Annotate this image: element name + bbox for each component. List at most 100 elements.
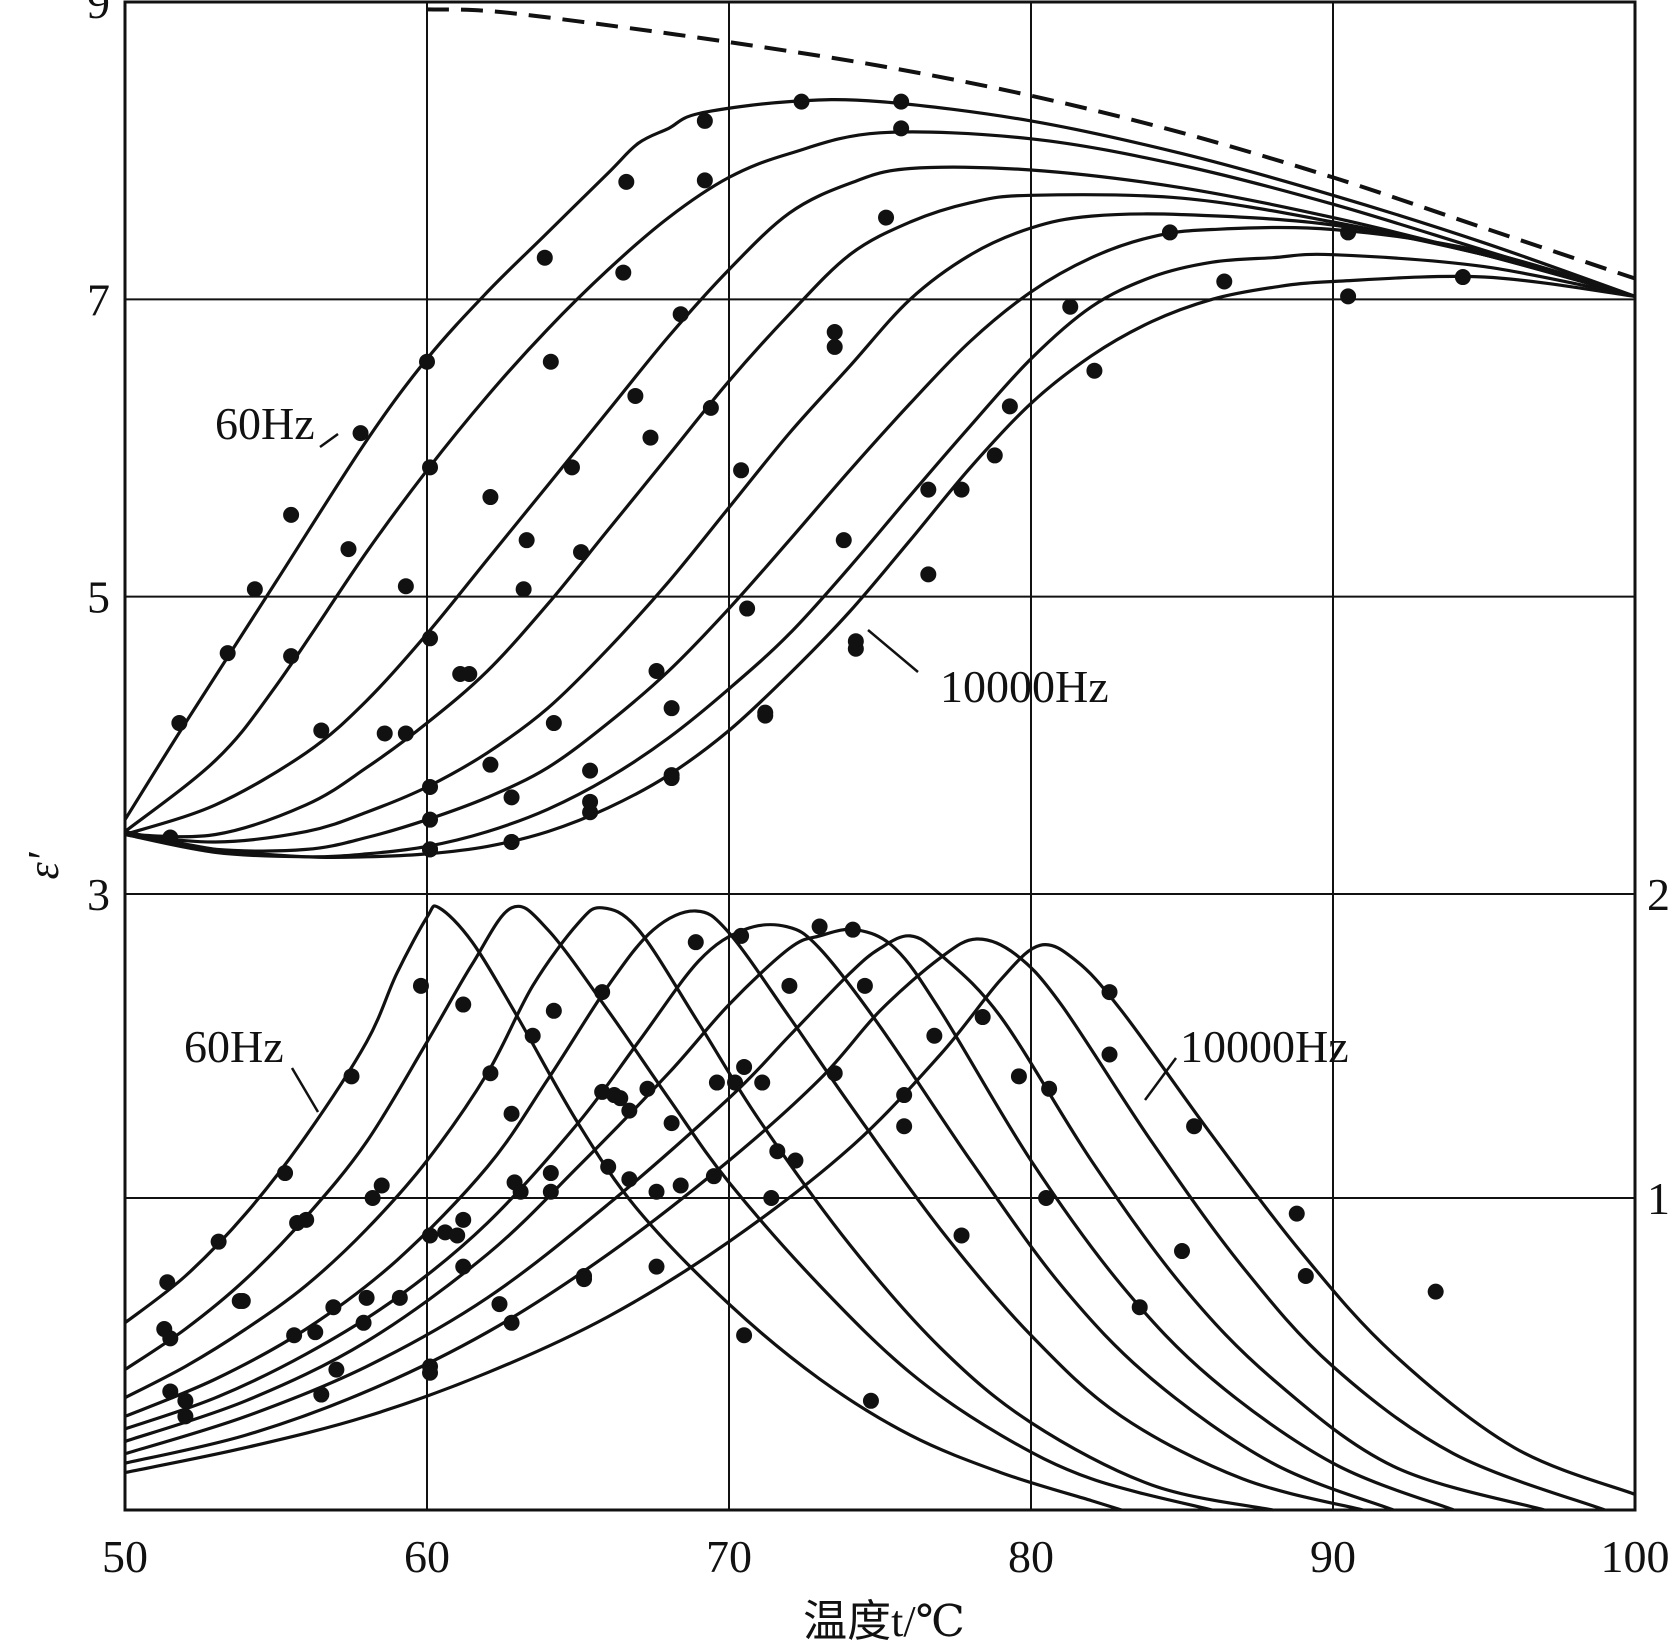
upper-data-point bbox=[696, 112, 713, 129]
upper-data-point bbox=[283, 506, 300, 523]
lower-data-point bbox=[286, 1327, 303, 1344]
upper-data-point bbox=[1161, 224, 1178, 241]
lower-series-line bbox=[124, 923, 1394, 1512]
lower-data-point bbox=[277, 1165, 294, 1182]
lower-data-point bbox=[455, 996, 472, 1013]
lower-data-point bbox=[1041, 1080, 1058, 1097]
left-y-tick-label: 9 bbox=[87, 0, 110, 28]
upper-data-point bbox=[246, 581, 263, 598]
lower-series-line bbox=[124, 937, 1606, 1512]
upper-data-point bbox=[542, 353, 559, 370]
x-axis-label: 温度t/℃ bbox=[803, 1597, 965, 1643]
upper-label-10000hz: 10000Hz bbox=[940, 661, 1109, 712]
lower-data-point bbox=[787, 1152, 804, 1169]
upper-data-point bbox=[582, 793, 599, 810]
plot-border bbox=[123, 0, 1637, 1512]
lower-data-point bbox=[953, 1227, 970, 1244]
lower-data-point bbox=[491, 1296, 508, 1313]
upper-data-point bbox=[1001, 398, 1018, 415]
lower-data-point bbox=[1174, 1243, 1190, 1260]
upper-data-point bbox=[482, 756, 499, 773]
upper-data-point bbox=[582, 762, 599, 779]
upper-series-line bbox=[124, 225, 1636, 853]
lower-data-point bbox=[159, 1274, 176, 1291]
lower-data-point bbox=[307, 1324, 324, 1341]
lower-data-point bbox=[328, 1361, 345, 1378]
lower-data-point bbox=[512, 1183, 529, 1200]
lower-data-point bbox=[343, 1068, 360, 1085]
lower-data-point bbox=[1186, 1118, 1203, 1135]
lower-data-point bbox=[542, 1165, 559, 1182]
upper-data-point bbox=[1340, 224, 1357, 241]
lower-data-point bbox=[422, 1227, 439, 1244]
lower-data-point bbox=[708, 1074, 725, 1091]
upper-data-point bbox=[503, 789, 520, 806]
lower-data-point bbox=[455, 1258, 472, 1275]
lower-data-point bbox=[781, 977, 798, 994]
lower-data-point bbox=[621, 1171, 638, 1188]
lower-data-point bbox=[1101, 984, 1118, 1001]
lower-data-point bbox=[763, 1190, 780, 1206]
upper-data-point bbox=[920, 481, 937, 498]
lower-data-point bbox=[844, 921, 861, 938]
upper-limit-dashed-line bbox=[426, 7, 1636, 281]
upper-data-point bbox=[663, 700, 680, 717]
right-y-tick-label: 2 bbox=[1647, 869, 1670, 920]
upper-data-point bbox=[893, 120, 910, 137]
upper-data-point bbox=[573, 544, 590, 561]
lower-data-point bbox=[926, 1027, 943, 1044]
lower-data-point bbox=[769, 1143, 786, 1160]
upper-label-60hz-leader bbox=[319, 432, 339, 449]
lower-data-point bbox=[974, 1009, 991, 1026]
upper-data-point bbox=[397, 725, 414, 742]
lower-data-point bbox=[503, 1105, 520, 1122]
lower-data-point bbox=[687, 934, 704, 951]
lower-data-point bbox=[391, 1289, 408, 1306]
upper-data-point bbox=[419, 353, 435, 370]
upper-data-point bbox=[340, 541, 357, 558]
lower-data-point bbox=[313, 1386, 330, 1403]
upper-data-point bbox=[545, 715, 562, 732]
left-y-tick-label: 5 bbox=[87, 572, 110, 623]
upper-data-point bbox=[313, 722, 330, 739]
upper-data-point bbox=[461, 665, 478, 682]
upper-label-60hz: 60Hz bbox=[215, 398, 315, 449]
lower-data-point bbox=[231, 1292, 248, 1309]
lower-data-point bbox=[542, 1183, 559, 1200]
tick-labels: 50 60 70 80 90 100 3 5 7 9 1 2 bbox=[87, 0, 1670, 1582]
lower-data-point bbox=[736, 1327, 753, 1344]
x-tick-label: 80 bbox=[1008, 1531, 1054, 1582]
upper-data-point bbox=[986, 447, 1003, 464]
lower-data-point bbox=[210, 1233, 227, 1250]
upper-series-line bbox=[124, 165, 1636, 837]
lower-data-point bbox=[663, 1115, 680, 1132]
upper-data-point bbox=[171, 715, 188, 732]
upper-data-point bbox=[515, 581, 532, 598]
upper-data-point bbox=[878, 209, 895, 226]
lower-data-point bbox=[177, 1392, 194, 1409]
lower-series-line bbox=[124, 927, 1455, 1512]
lower-data-point bbox=[811, 918, 828, 935]
lower-data-point bbox=[422, 1364, 439, 1381]
upper-series-line bbox=[124, 252, 1636, 859]
upper-data-point bbox=[1340, 288, 1357, 305]
upper-data-point bbox=[826, 324, 843, 341]
x-tick-label: 50 bbox=[102, 1531, 148, 1582]
lower-data-point bbox=[705, 1168, 722, 1185]
x-tick-label: 60 bbox=[404, 1531, 450, 1582]
upper-data-point bbox=[920, 566, 937, 583]
upper-data-point bbox=[352, 425, 369, 442]
upper-data-point bbox=[847, 633, 864, 650]
lower-data-point bbox=[162, 1383, 179, 1400]
lower-data-point bbox=[648, 1183, 665, 1200]
upper-data-point bbox=[826, 338, 843, 355]
upper-data-point bbox=[1216, 273, 1233, 290]
upper-series-line bbox=[124, 130, 1636, 833]
lower-label-60hz: 60Hz bbox=[184, 1021, 284, 1072]
left-y-tick-label: 7 bbox=[87, 274, 110, 325]
upper-data-point bbox=[1454, 269, 1471, 286]
lower-data-point bbox=[754, 1074, 771, 1091]
lower-data-point bbox=[736, 1058, 753, 1075]
upper-data-point bbox=[835, 532, 852, 549]
